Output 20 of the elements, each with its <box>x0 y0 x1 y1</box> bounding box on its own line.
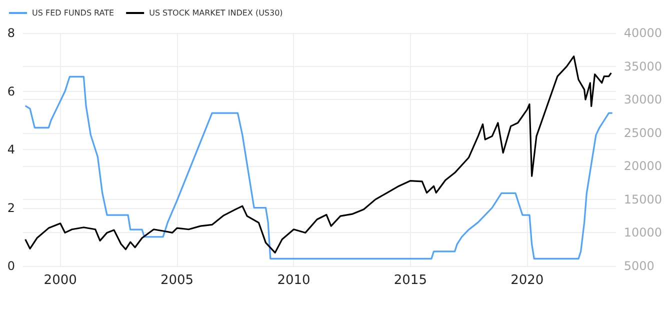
y2-tick-label: 35000 <box>624 59 662 74</box>
x-tick-label: 2005 <box>160 273 194 288</box>
x-tick-label: 2020 <box>510 273 544 288</box>
y2-tick-label: 10000 <box>624 226 662 240</box>
y-tick-label: 0 <box>7 259 15 273</box>
y-tick-label: 4 <box>7 142 15 156</box>
y-tick-label: 2 <box>7 200 15 215</box>
y2-tick-label: 5000 <box>624 259 654 273</box>
y-tick-label: 6 <box>7 84 15 98</box>
y2-tick-label: 30000 <box>624 92 662 107</box>
y2-tick-label: 25000 <box>624 126 662 140</box>
y2-tick-label: 20000 <box>624 159 662 174</box>
y-tick-label: 8 <box>7 26 15 40</box>
x-tick-label: 2015 <box>394 273 427 288</box>
x-tick-label: 2000 <box>44 273 77 288</box>
legend-label: US STOCK MARKET INDEX (US30) <box>149 8 283 18</box>
legend-label: US FED FUNDS RATE <box>32 8 114 18</box>
y2-tick-label: 40000 <box>624 26 662 40</box>
x-tick-label: 2010 <box>277 273 310 288</box>
y2-tick-label: 15000 <box>624 192 662 206</box>
